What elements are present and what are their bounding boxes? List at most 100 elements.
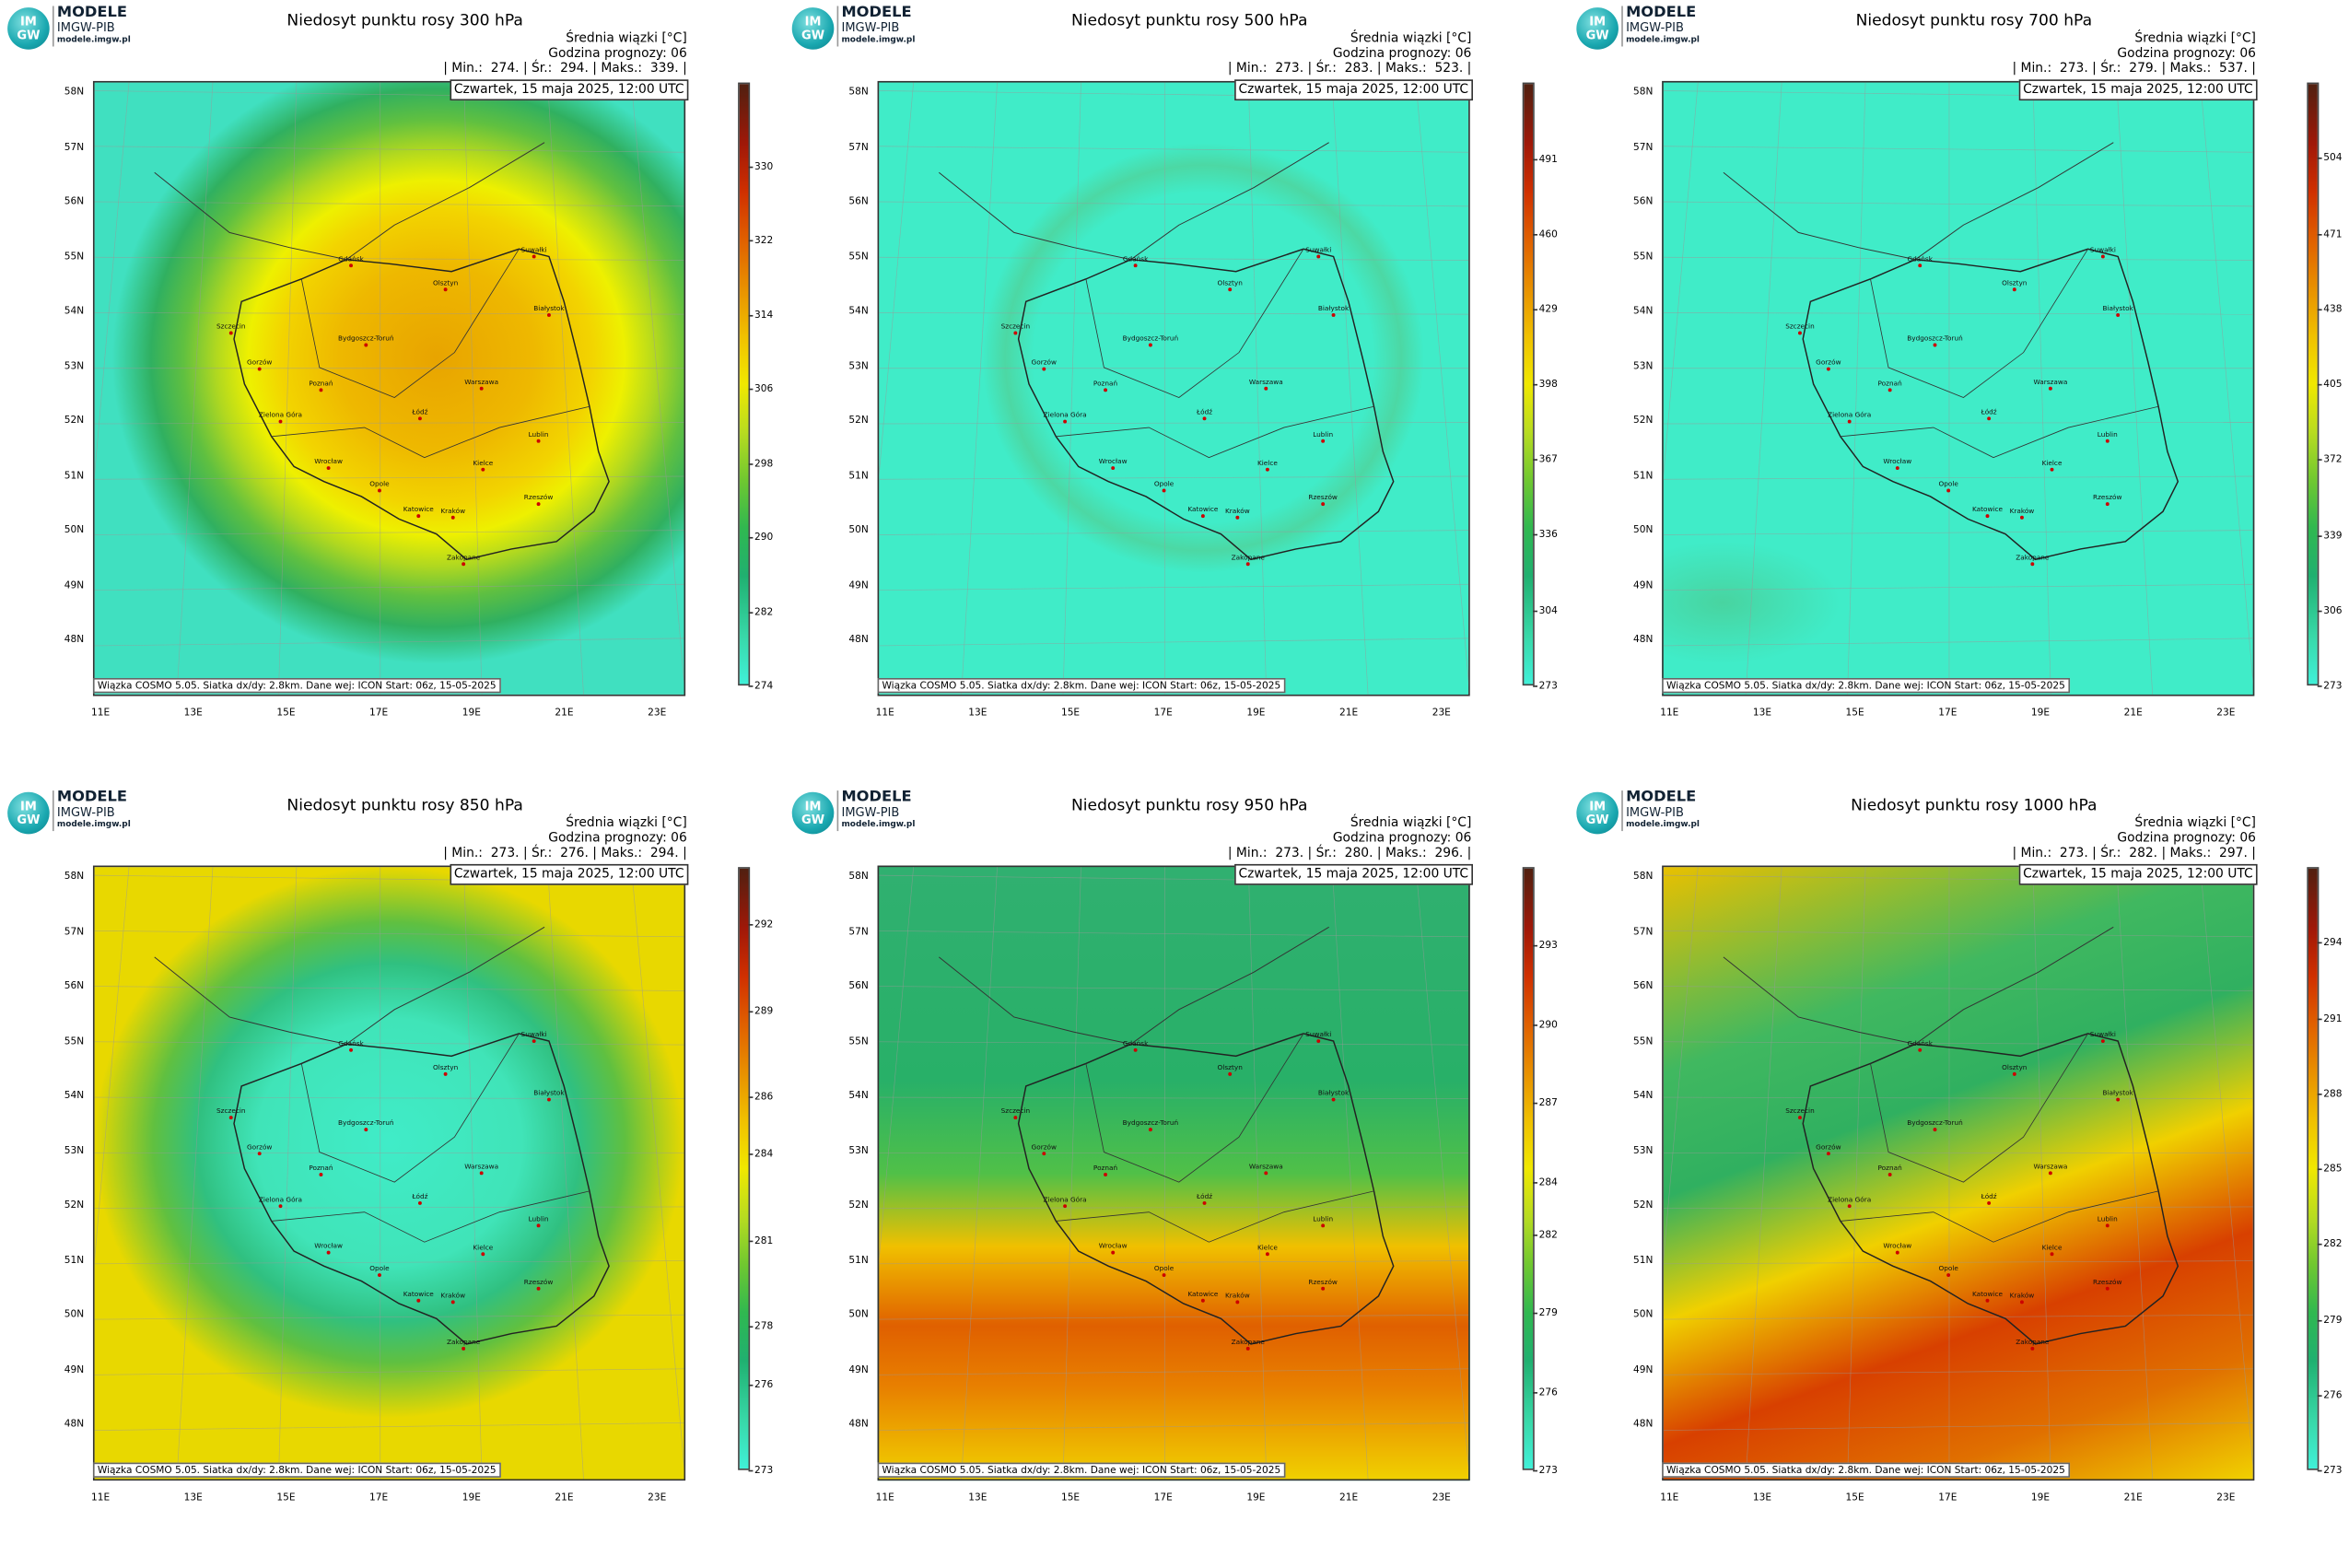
city-label: Gdańsk (338, 1039, 364, 1047)
city-dot (1887, 1173, 1892, 1176)
lon-label: 19E (462, 1491, 481, 1504)
colorbar-tick-label: 471 (2323, 227, 2343, 240)
graticule (879, 1041, 1469, 1046)
coastline (154, 142, 545, 261)
panel-title: Niedosyt punktu rosy 850 hPa (286, 796, 523, 815)
graticule (1847, 82, 1866, 695)
city-label: Szczecin (1785, 1106, 1815, 1115)
logo-url: modele.imgw.pl (1626, 36, 1700, 45)
city-label: Katowice (403, 505, 435, 513)
city-label: Kraków (1225, 1291, 1250, 1299)
lat-label: 58N (848, 870, 869, 883)
stats: | Min.: 273. | Śr.: 282. | Maks.: 297. | (2012, 846, 2256, 861)
unit-label: Średnia wiązki [°C] (2134, 815, 2256, 832)
coastline (939, 142, 1329, 261)
city-dot (1013, 331, 1018, 335)
city-dot (1847, 419, 1852, 424)
city-label: Kraków (440, 1291, 465, 1299)
footer-note: Wiązka COSMO 5.05. Siatka dx/dy: 2.8km. … (92, 1462, 501, 1478)
map-panel: IM GW MODELE IMGW-PIB modele.imgw.pl Niedosyt… (785, 0, 1570, 783)
colorbar-tick-label: 284 (1538, 1176, 1558, 1188)
logo-org: IMGW-PIB (1626, 805, 1684, 820)
colorbar-tick-label: 322 (754, 234, 774, 247)
lon-label: 13E (968, 706, 988, 719)
coastline (1723, 926, 2114, 1045)
city-dot (2100, 1039, 2105, 1043)
city-dot (1946, 488, 1951, 493)
colorbar-tick-label: 304 (1538, 604, 1558, 617)
colorbar-tick (2317, 685, 2322, 687)
city-dot (1042, 367, 1046, 371)
city-label: Poznań (1093, 1164, 1118, 1172)
logo-icon-text: IM (1589, 15, 1607, 29)
city-label: Gdańsk (1907, 254, 1933, 263)
lon-label: 21E (2123, 1491, 2143, 1504)
graticule (1663, 986, 2253, 991)
city-label: Opole (1938, 480, 1958, 488)
city-label: Bydgoszcz-Toruń (1123, 1118, 1179, 1127)
city-label: Bydgoszcz-Toruń (1907, 334, 1963, 343)
graticule (879, 530, 1469, 535)
city-label: Olsztyn (1218, 278, 1244, 287)
country-border (233, 1033, 610, 1345)
graticule (1247, 82, 1268, 695)
city-label: Zakopane (447, 553, 481, 561)
graticule (94, 1096, 684, 1100)
city-dot (1985, 514, 1990, 519)
city-label: Rzeszów (1308, 1278, 1338, 1286)
city-dot (1245, 562, 1250, 567)
colorbar-tick-label: 306 (2323, 603, 2343, 616)
unit-label: Średnia wiązki [°C] (566, 815, 687, 832)
lat-label: 57N (1632, 924, 1654, 937)
city-label: Białystok (1318, 304, 1350, 312)
city-label: Bydgoszcz-Toruń (1123, 334, 1179, 343)
map-overlay: Gdańsk Olsztyn Suwałki Szczecin Bydgoszcz-To… (879, 867, 1469, 1480)
lat-label: 54N (64, 1089, 85, 1102)
logo-icon-text: IM (804, 15, 822, 29)
footer-note: Wiązka COSMO 5.05. Siatka dx/dy: 2.8km. … (877, 1462, 1286, 1478)
lat-label: 48N (848, 633, 869, 646)
city-label: Białystok (2102, 304, 2133, 312)
city-dot (1245, 1346, 1250, 1351)
colorbar-tick (2317, 534, 2322, 537)
lon-label: 17E (1153, 706, 1173, 719)
map-field: Gdańsk Olsztyn Suwałki Szczecin Bydgoszcz-To… (92, 80, 686, 696)
panel-title: Niedosyt punktu rosy 1000 hPa (1851, 796, 2098, 815)
city-label: Zielona Góra (259, 1195, 302, 1203)
city-label: Wrocław (1099, 457, 1128, 465)
lat-label: 48N (64, 1417, 85, 1430)
city-dot (2050, 1252, 2054, 1257)
city-label: Lublin (2098, 430, 2118, 439)
city-dot (2105, 439, 2109, 443)
logo-url: modele.imgw.pl (841, 36, 916, 45)
graticule (1415, 82, 1469, 685)
city-label: Szczecin (216, 1106, 246, 1115)
city-dot (1798, 331, 1802, 335)
city-dot (1331, 1097, 1336, 1102)
city-dot (481, 467, 485, 472)
lon-label: 15E (1845, 706, 1864, 719)
city-dot (2030, 1346, 2035, 1351)
lat-label: 49N (64, 578, 85, 591)
city-label: Suwałki (1305, 1030, 1331, 1038)
city-label: Szczecin (1001, 1106, 1031, 1115)
lat-label: 55N (848, 1034, 869, 1047)
coastline (154, 926, 545, 1045)
colorbar-tick-label: 278 (754, 1320, 774, 1333)
city-dot (378, 488, 381, 493)
city-label: Białystok (533, 304, 565, 312)
colorbar-tick-label: 460 (1538, 228, 1558, 241)
graticule (94, 256, 684, 261)
city-dot (1895, 466, 1899, 470)
city-dot (378, 1273, 381, 1278)
city-label: Zakopane (447, 1338, 481, 1346)
colorbar-tick (1533, 1181, 1538, 1184)
map-panel: IM GW MODELE IMGW-PIB modele.imgw.pl Niedosyt… (0, 785, 785, 1568)
city-label: Bydgoszcz-Toruń (338, 334, 394, 343)
lat-label: 49N (848, 1363, 869, 1375)
map-overlay: Gdańsk Olsztyn Suwałki Szczecin Bydgoszcz-To… (1663, 82, 2253, 695)
colorbar-tick-label: 284 (754, 1148, 774, 1161)
city-dot (1826, 1152, 1830, 1156)
lat-label: 58N (848, 85, 869, 98)
province-border (1870, 1033, 2088, 1183)
